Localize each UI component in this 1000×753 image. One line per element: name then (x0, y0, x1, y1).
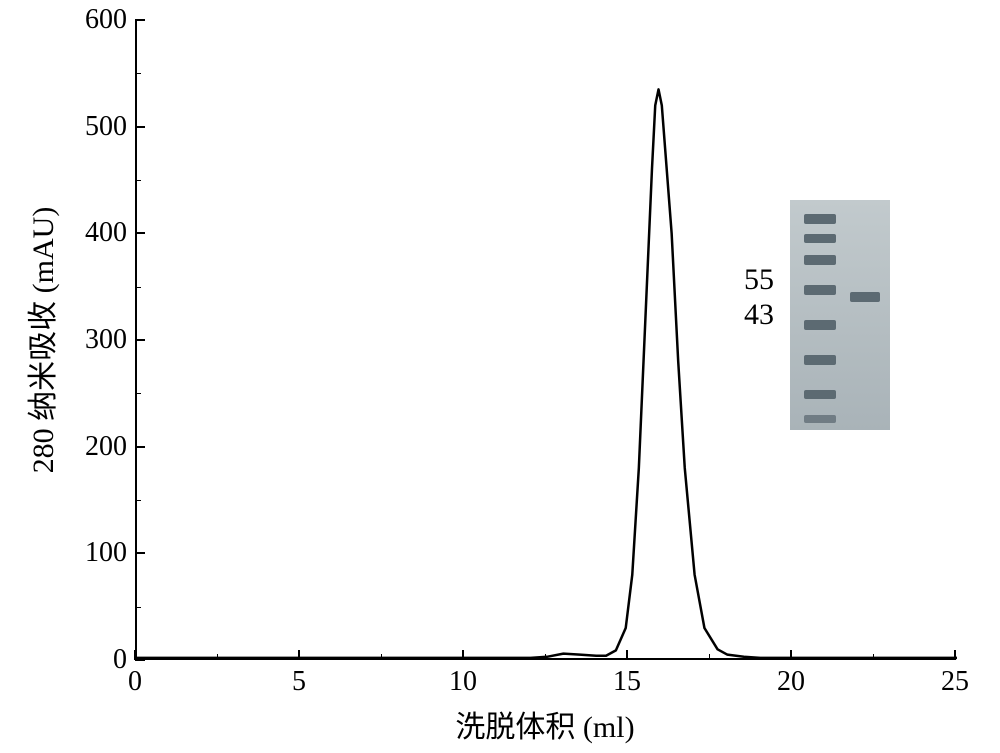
gel-inset (790, 200, 890, 430)
x-tick (954, 650, 956, 660)
y-tick (135, 339, 145, 341)
gel-mw-label: 55 (744, 263, 774, 297)
x-tick (626, 650, 628, 660)
x-tick-label: 20 (777, 666, 805, 698)
y-minor-tick (135, 393, 141, 394)
y-minor-tick (135, 73, 141, 74)
x-minor-tick (217, 654, 218, 660)
x-tick-label: 0 (128, 666, 142, 698)
x-axis-label: 洗脱体积 (ml) (455, 702, 634, 746)
y-tick-label: 400 (85, 217, 127, 249)
x-tick-label: 15 (613, 666, 641, 698)
x-tick-label: 10 (449, 666, 477, 698)
x-minor-tick (709, 654, 710, 660)
x-tick-label: 25 (941, 666, 969, 698)
y-tick (135, 19, 145, 21)
y-tick-label: 500 (85, 111, 127, 143)
y-minor-tick (135, 180, 141, 181)
gel-image (790, 200, 890, 430)
x-tick (462, 650, 464, 660)
y-minor-tick (135, 500, 141, 501)
x-minor-tick (873, 654, 874, 660)
y-tick-label: 300 (85, 324, 127, 356)
y-tick-label: 600 (85, 4, 127, 36)
y-tick (135, 552, 145, 554)
y-tick-label: 200 (85, 431, 127, 463)
y-tick (135, 126, 145, 128)
y-tick-label: 0 (113, 644, 127, 676)
x-tick (790, 650, 792, 660)
x-tick (298, 650, 300, 660)
y-tick (135, 232, 145, 234)
y-minor-tick (135, 287, 141, 288)
x-tick-label: 5 (292, 666, 306, 698)
y-axis-label: 280 纳米吸收 (mAU) (18, 207, 62, 474)
y-tick-label: 100 (85, 537, 127, 569)
y-tick (135, 446, 145, 448)
x-minor-tick (545, 654, 546, 660)
gel-mw-label: 43 (744, 298, 774, 332)
figure: 05101520250100200300400500600 洗脱体积 (ml) … (0, 0, 1000, 753)
y-tick (135, 659, 145, 661)
x-minor-tick (381, 654, 382, 660)
y-minor-tick (135, 607, 141, 608)
